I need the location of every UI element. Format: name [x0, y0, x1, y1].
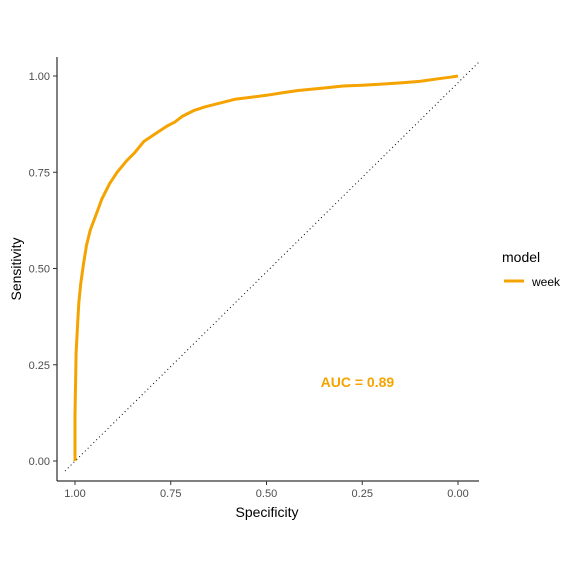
series-line-week — [73, 74, 459, 461]
y-axis-title: Sensitivity — [8, 237, 24, 300]
x-tick-label: 0.25 — [352, 488, 373, 500]
legend-label-week: week — [531, 275, 561, 289]
y-tick-label: 0.00 — [29, 456, 50, 468]
legend-title: model — [502, 249, 540, 265]
y-tick-label: 0.75 — [29, 167, 50, 179]
x-tick-label: 0.00 — [447, 488, 468, 500]
auc-annotation: AUC = 0.89 — [321, 374, 395, 390]
x-tick-label: 1.00 — [64, 488, 85, 500]
x-tick-label: 0.50 — [256, 488, 277, 500]
plot-area — [64, 60, 481, 472]
y-tick-label: 0.25 — [29, 360, 50, 372]
x-tick-label: 0.75 — [160, 488, 181, 500]
x-axis-title: Specificity — [235, 504, 298, 520]
reference-diagonal-line — [64, 60, 481, 472]
axes: 1.00 0.75 0.50 0.25 0.00 0.00 0.25 0.50 0.75 1.00 — [29, 57, 479, 500]
y-tick-label: 0.50 — [29, 264, 50, 276]
y-tick-label: 1.00 — [29, 71, 50, 83]
